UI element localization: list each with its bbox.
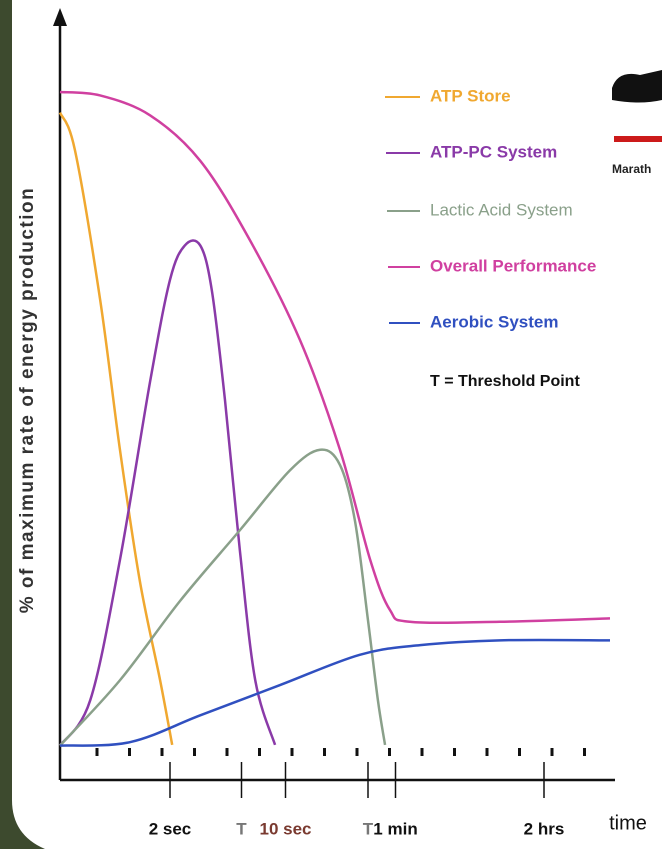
baseline-dash — [356, 748, 359, 756]
legend-label: ATP Store — [430, 86, 511, 105]
chart: % of maximum rate of energy production t… — [0, 0, 662, 849]
baseline-dash — [551, 748, 554, 756]
legend-label: Aerobic System — [430, 312, 559, 331]
x-tick-label: T — [363, 819, 374, 838]
x-tick-label: 10 sec — [260, 819, 312, 838]
y-axis-title: % of maximum rate of energy production — [17, 187, 38, 614]
baseline-dash — [96, 748, 99, 756]
baseline-dash — [388, 748, 391, 756]
baseline-dash — [583, 748, 586, 756]
x-tick-label: T — [236, 819, 247, 838]
threshold-note: T = Threshold Point — [430, 373, 580, 390]
x-tick-label: 1 min — [373, 819, 417, 838]
baseline-dash — [128, 748, 131, 756]
baseline-dash — [421, 748, 424, 756]
baseline-dash — [453, 748, 456, 756]
marathon-bar — [614, 136, 662, 142]
baseline-dash — [161, 748, 164, 756]
baseline-dash — [193, 748, 196, 756]
baseline-dash — [518, 748, 521, 756]
x-tick-label: 2 hrs — [524, 819, 565, 838]
legend-label: ATP-PC System — [430, 142, 557, 161]
x-tick-label: 2 sec — [149, 819, 192, 838]
baseline-dash — [258, 748, 261, 756]
baseline-dash — [291, 748, 294, 756]
legend-label: Lactic Acid System — [430, 200, 573, 219]
baseline-dash — [226, 748, 229, 756]
x-axis-title: time — [609, 812, 647, 834]
legend-label: Overall Performance — [430, 256, 596, 275]
baseline-dash — [323, 748, 326, 756]
page: % of maximum rate of energy production t… — [0, 0, 662, 849]
marathon-label: Marath — [612, 162, 651, 176]
baseline-dash — [486, 748, 489, 756]
